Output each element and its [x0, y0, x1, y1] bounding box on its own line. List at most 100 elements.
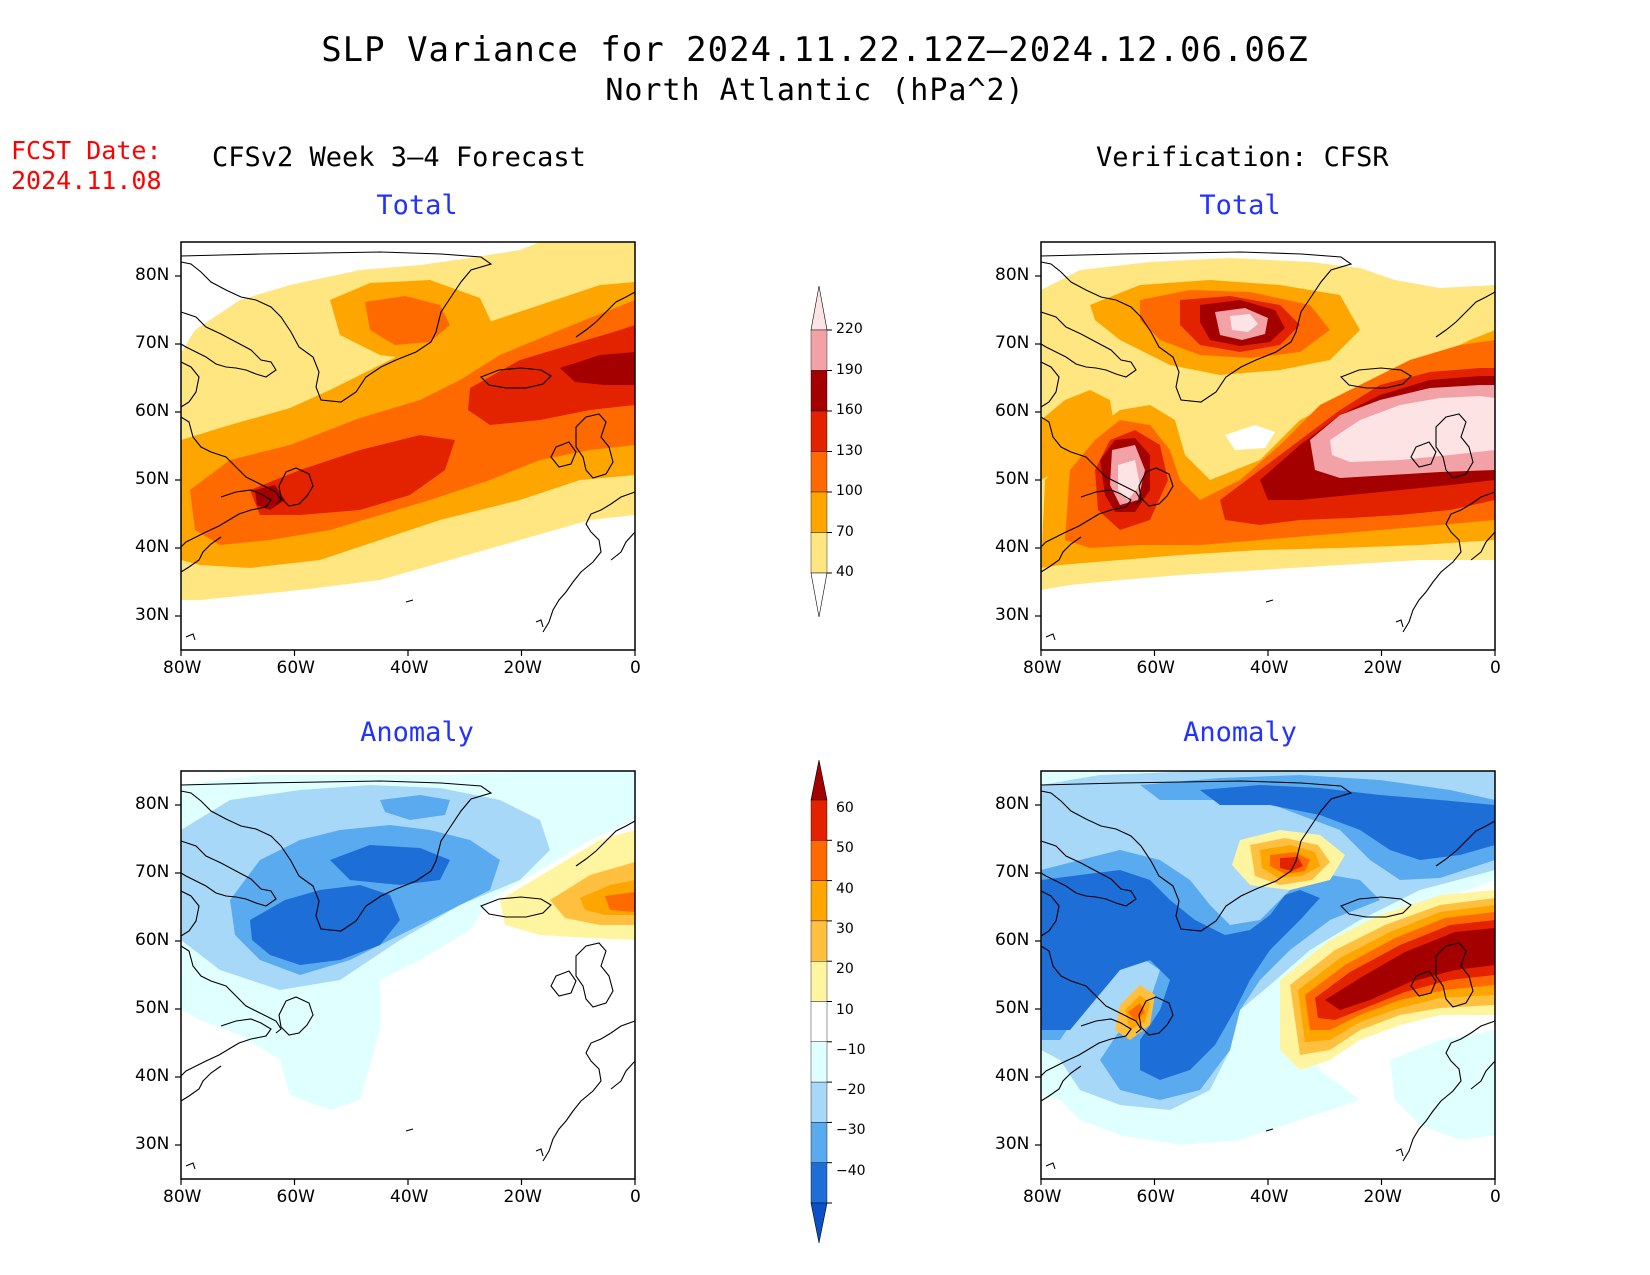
coastline-segment [575, 820, 636, 867]
contour-plus50-greenland [1280, 857, 1303, 871]
coastline-segment [1040, 1065, 1082, 1102]
anomaly-colorbar-swatch [810, 840, 828, 881]
anomaly-colorbar-label: −30 [836, 1122, 866, 1139]
verification-column-title: Verification: CFSR [1096, 142, 1389, 173]
coastline-segment [1040, 416, 1142, 505]
coastline-segment [1040, 890, 1060, 937]
total-colorbar-label: 130 [836, 442, 863, 459]
coastline-segment [180, 489, 272, 548]
coastline-segment [542, 491, 636, 633]
coastline-segment [610, 1060, 636, 1090]
total-colorbar-swatch [810, 329, 828, 371]
coastline-segment [1040, 945, 1142, 1034]
forecast-anomaly-title: Anomaly [360, 717, 474, 748]
contour-minus30-north [380, 795, 450, 820]
lat-tick-label: 40N [995, 537, 1030, 557]
coastline-segment [1138, 467, 1174, 507]
anomaly-colorbar-swatch [810, 920, 828, 962]
coastline-segment [550, 441, 577, 468]
main-title: SLP Variance for 2024.11.22.12Z–2024.12.… [321, 30, 1309, 70]
anomaly-colorbar-top-arrow [810, 759, 828, 801]
lon-tick-label: 20W [1363, 658, 1402, 678]
lat-tick-label: 40N [995, 1066, 1030, 1086]
coastline-segment [1045, 1162, 1056, 1170]
lon-tick-label: 60W [276, 658, 315, 678]
contour-160-iceland [560, 352, 635, 385]
lat-tick-label: 80N [135, 265, 170, 285]
coastline-segment [1040, 536, 1082, 573]
coastline-segment [278, 467, 314, 507]
coastline-segment [180, 1065, 222, 1102]
coastline-segment [180, 536, 222, 573]
verification-total-title: Total [1199, 190, 1281, 221]
lat-tick-label: 60N [135, 401, 170, 421]
anomaly-colorbar-swatch [810, 1122, 828, 1163]
lon-tick-label: 40W [390, 658, 429, 678]
total-colorbar-label: 190 [836, 361, 863, 378]
total-colorbar [810, 285, 832, 618]
total-colorbar-swatch [810, 451, 828, 493]
coastline-segment [180, 840, 277, 907]
anomaly-colorbar-label: −10 [836, 1041, 866, 1058]
coastline-verification-anomaly [1040, 780, 1496, 1170]
coastline-segment [1340, 367, 1412, 389]
coastline-segment [535, 1148, 544, 1157]
lon-tick-label: 20W [1363, 1187, 1402, 1207]
coastline-segment [1410, 970, 1437, 997]
coastline-segment [278, 996, 314, 1036]
anomaly-colorbar-label: 50 [836, 840, 854, 857]
coastline-segment [542, 1020, 636, 1162]
verification-anomaly-map [1041, 771, 1495, 1179]
contour-minus40-north [1200, 785, 1495, 860]
total-colorbar-label: 70 [836, 523, 854, 540]
lat-tick-label: 80N [995, 794, 1030, 814]
coastline-segment [180, 945, 282, 1034]
lat-tick-label: 50N [135, 469, 170, 489]
lat-tick-label: 40N [135, 537, 170, 557]
lon-tick-label: 40W [390, 1187, 429, 1207]
anomaly-colorbar-swatch [810, 1081, 828, 1123]
lat-tick-label: 60N [995, 930, 1030, 950]
coastline-segment [575, 291, 636, 338]
total-colorbar-swatch [810, 491, 828, 533]
forecast-date-value: 2024.11.08 [11, 166, 162, 195]
coastline-segment [1040, 311, 1137, 378]
lon-tick-label: 60W [1136, 658, 1175, 678]
coastline-segment [1395, 619, 1404, 628]
total-colorbar-swatch [810, 370, 828, 412]
coastline-segment [1040, 489, 1132, 548]
coastline-segment [1435, 291, 1496, 338]
coastline-segment [535, 619, 544, 628]
anomaly-colorbar-swatch [810, 799, 828, 841]
contour-minus40 [250, 845, 450, 965]
lon-tick-label: 60W [276, 1187, 315, 1207]
lon-tick-label: 0 [1490, 1187, 1501, 1207]
total-colorbar-bottom-arrow [810, 572, 828, 618]
total-colorbar-label: 220 [836, 321, 863, 337]
contour-plus60-east [1325, 928, 1495, 1010]
verification-anomaly-title: Anomaly [1183, 717, 1297, 748]
lon-tick-label: 80W [163, 1187, 202, 1207]
anomaly-colorbar-label: 10 [836, 1001, 854, 1018]
coastline-segment [1045, 633, 1056, 641]
anomaly-colorbar-label: 60 [836, 800, 854, 816]
lat-tick-label: 50N [995, 469, 1030, 489]
anomaly-colorbar-swatch [810, 880, 828, 922]
coastline-segment [480, 367, 552, 389]
coastline-segment [1040, 780, 1353, 932]
coastline-segment [610, 531, 636, 561]
lon-tick-label: 80W [1023, 658, 1062, 678]
total-colorbar-label: 40 [836, 564, 854, 580]
contour-minus10-se [1390, 1030, 1495, 1140]
coastline-forecast-total [180, 251, 636, 641]
lat-tick-label: 30N [995, 1134, 1030, 1154]
contour-160-newfoundland [255, 485, 285, 510]
coastline-segment [1435, 942, 1474, 1008]
lat-tick-label: 50N [135, 998, 170, 1018]
coastline-segment [185, 633, 196, 641]
coastline-segment [1410, 441, 1437, 468]
anomaly-colorbar-label: −20 [836, 1082, 866, 1099]
coastline-segment [1040, 251, 1353, 403]
coastline-segment [180, 890, 200, 937]
